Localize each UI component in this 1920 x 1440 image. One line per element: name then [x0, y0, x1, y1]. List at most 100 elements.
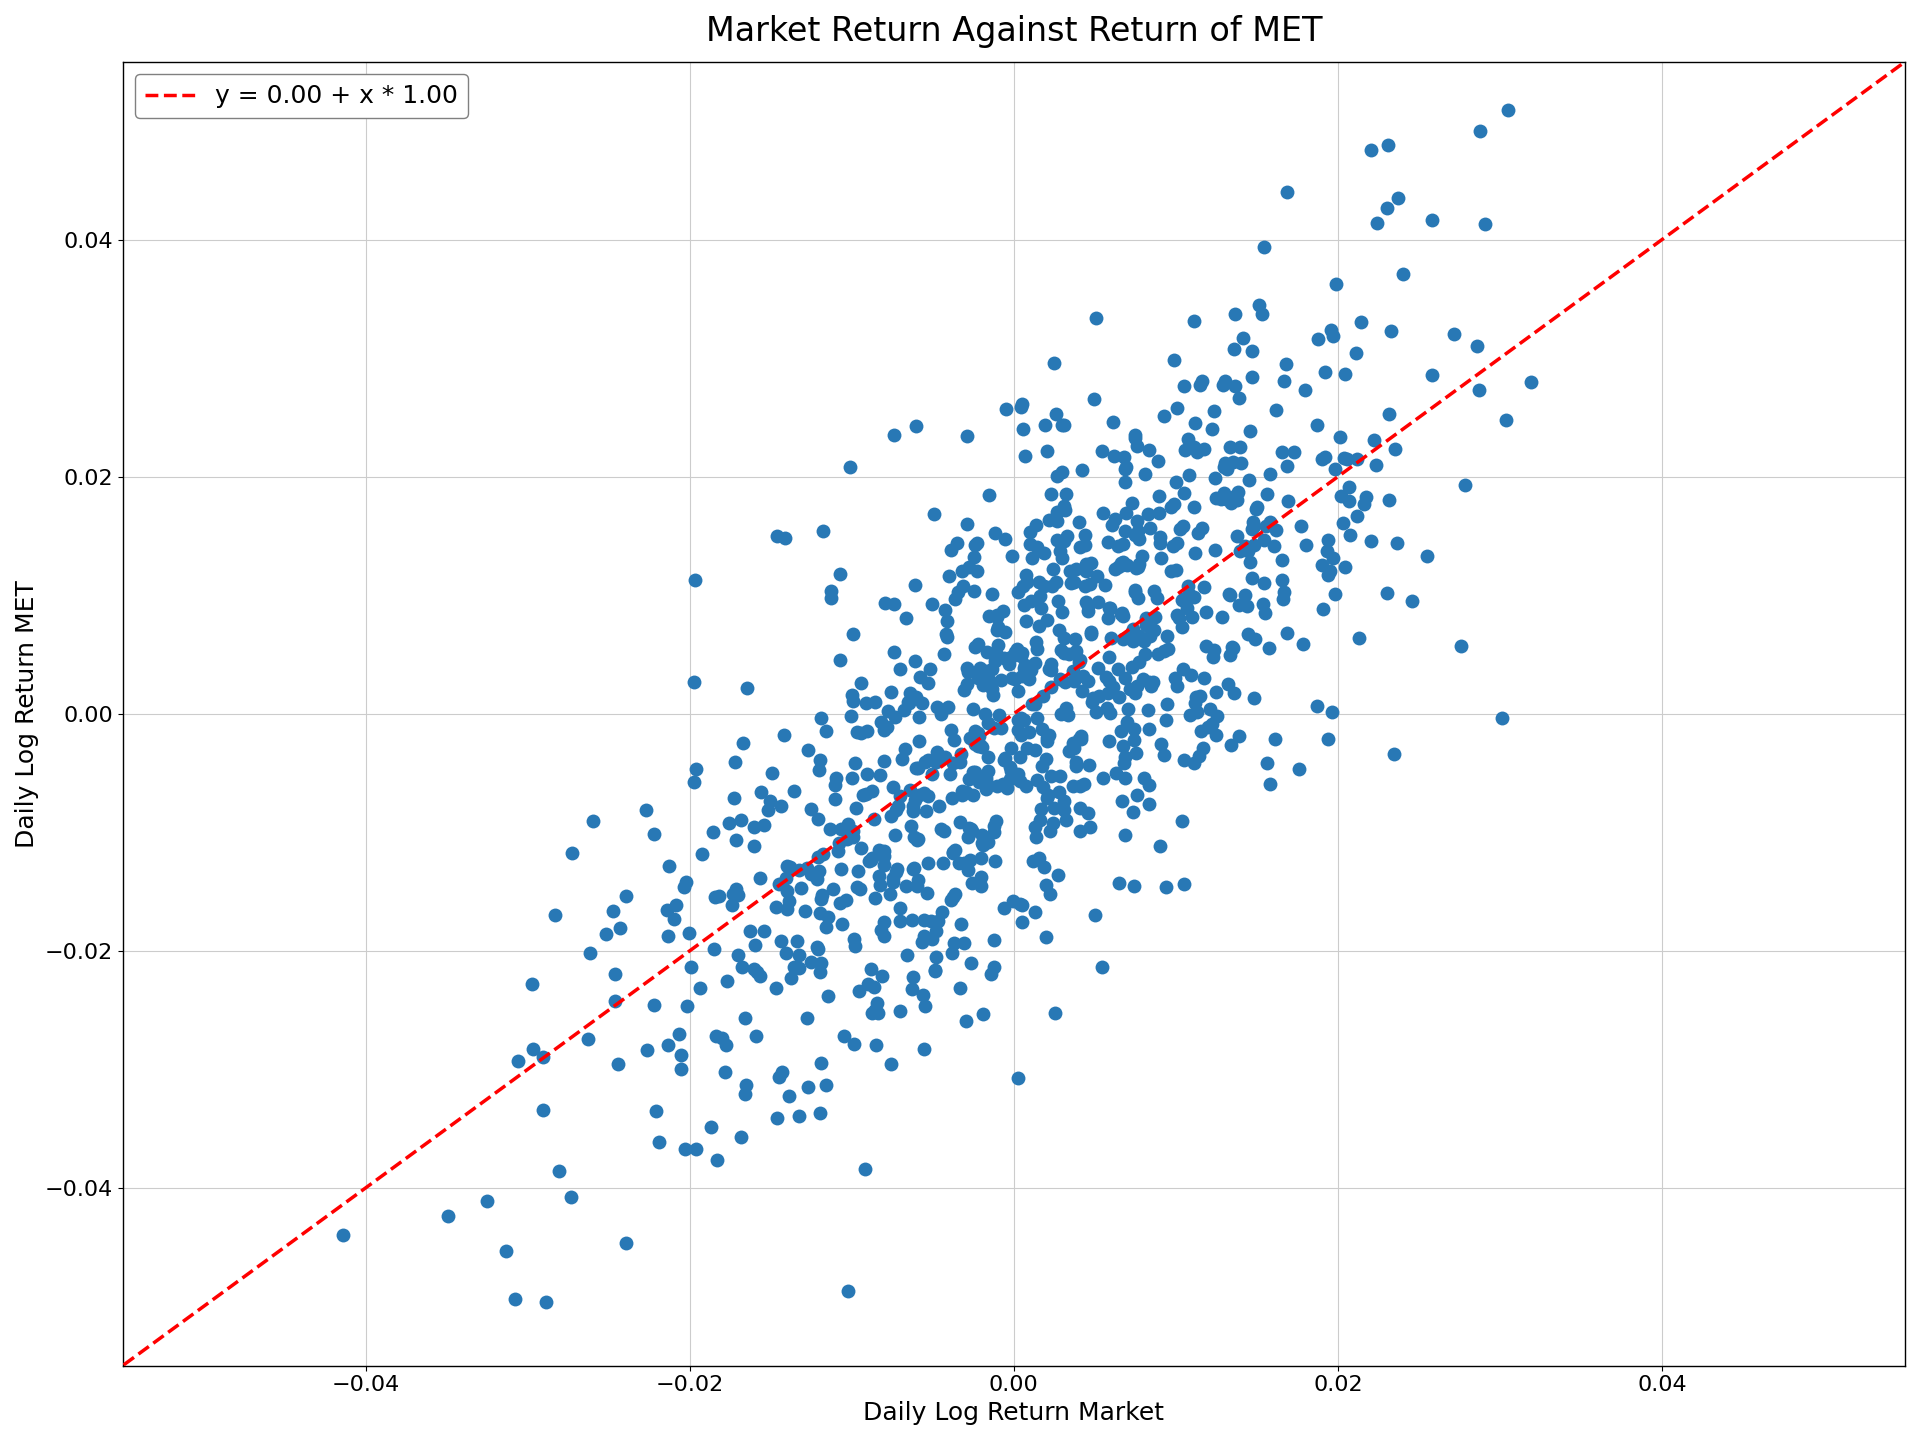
Point [1331, 448, 1361, 471]
Point [839, 1032, 870, 1056]
Point [912, 785, 943, 808]
Point [1108, 550, 1139, 573]
Point [852, 850, 883, 873]
Point [1039, 351, 1069, 374]
Point [918, 593, 948, 616]
Point [902, 783, 933, 806]
Point [1021, 514, 1052, 537]
Point [776, 966, 806, 989]
Point [670, 1138, 701, 1161]
Point [1100, 507, 1131, 530]
Point [1169, 873, 1200, 896]
Point [941, 838, 972, 861]
Point [1225, 540, 1256, 563]
Point [1261, 397, 1292, 420]
Point [868, 719, 899, 742]
Point [1146, 547, 1177, 570]
Point [912, 881, 943, 904]
Point [981, 775, 1012, 798]
Point [1173, 575, 1204, 598]
Point [1021, 769, 1052, 792]
Point [1069, 772, 1100, 795]
Point [831, 888, 862, 912]
Point [868, 965, 899, 988]
Point [948, 678, 979, 701]
Point [1052, 704, 1083, 727]
Point [1106, 719, 1137, 742]
Point [1127, 668, 1158, 691]
Point [849, 1158, 879, 1181]
Point [1325, 426, 1356, 449]
Point [1382, 186, 1413, 209]
Point [979, 956, 1010, 979]
Point [1112, 501, 1142, 524]
Point [952, 513, 983, 536]
Point [1010, 654, 1041, 677]
Point [768, 723, 799, 746]
Point [1167, 658, 1198, 681]
Point [1173, 582, 1204, 605]
Point [682, 1138, 712, 1161]
Point [1018, 850, 1048, 873]
Point [956, 952, 987, 975]
Point [1185, 744, 1215, 768]
Point [1208, 374, 1238, 397]
Point [1117, 874, 1148, 897]
Point [1162, 603, 1192, 626]
Point [970, 660, 1000, 683]
Point [1121, 435, 1152, 458]
Point [1254, 511, 1284, 534]
Point [1213, 583, 1244, 606]
Point [995, 652, 1025, 675]
Point [747, 780, 778, 804]
Point [1202, 706, 1233, 729]
Point [1039, 796, 1069, 819]
Point [1069, 553, 1100, 576]
Point [1185, 685, 1215, 708]
Point [1267, 580, 1298, 603]
Point [1382, 531, 1413, 554]
Point [1119, 580, 1150, 603]
Point [760, 976, 791, 999]
Point [1110, 752, 1140, 775]
Point [1152, 693, 1183, 716]
Point [1200, 539, 1231, 562]
Point [851, 782, 881, 805]
Point [1044, 765, 1075, 788]
Point [960, 720, 991, 743]
Point [893, 691, 924, 714]
Point [1123, 651, 1154, 674]
Point [956, 819, 987, 842]
Point [1096, 514, 1127, 537]
Point [1219, 374, 1250, 397]
Point [1010, 593, 1041, 616]
Point [962, 531, 993, 554]
Point [989, 749, 1020, 772]
Point [1002, 680, 1033, 703]
Point [916, 927, 947, 950]
Point [1006, 707, 1037, 730]
Point [1081, 307, 1112, 330]
Point [1039, 812, 1069, 835]
Point [1037, 557, 1068, 580]
Point [1492, 98, 1523, 121]
Point [1002, 719, 1033, 742]
Point [812, 906, 843, 929]
Point [956, 871, 987, 894]
Point [931, 609, 962, 632]
Point [948, 932, 979, 955]
Point [1100, 557, 1131, 580]
Point [1050, 808, 1081, 831]
Point [712, 969, 743, 992]
Point [611, 1231, 641, 1254]
Point [960, 733, 991, 756]
Point [1290, 533, 1321, 556]
Point [1020, 900, 1050, 923]
Point [1250, 600, 1281, 624]
Point [1148, 639, 1179, 662]
Point [499, 1287, 530, 1310]
Point [1035, 652, 1066, 675]
Point [1046, 600, 1077, 624]
Point [1250, 514, 1281, 537]
Point [1309, 446, 1340, 469]
